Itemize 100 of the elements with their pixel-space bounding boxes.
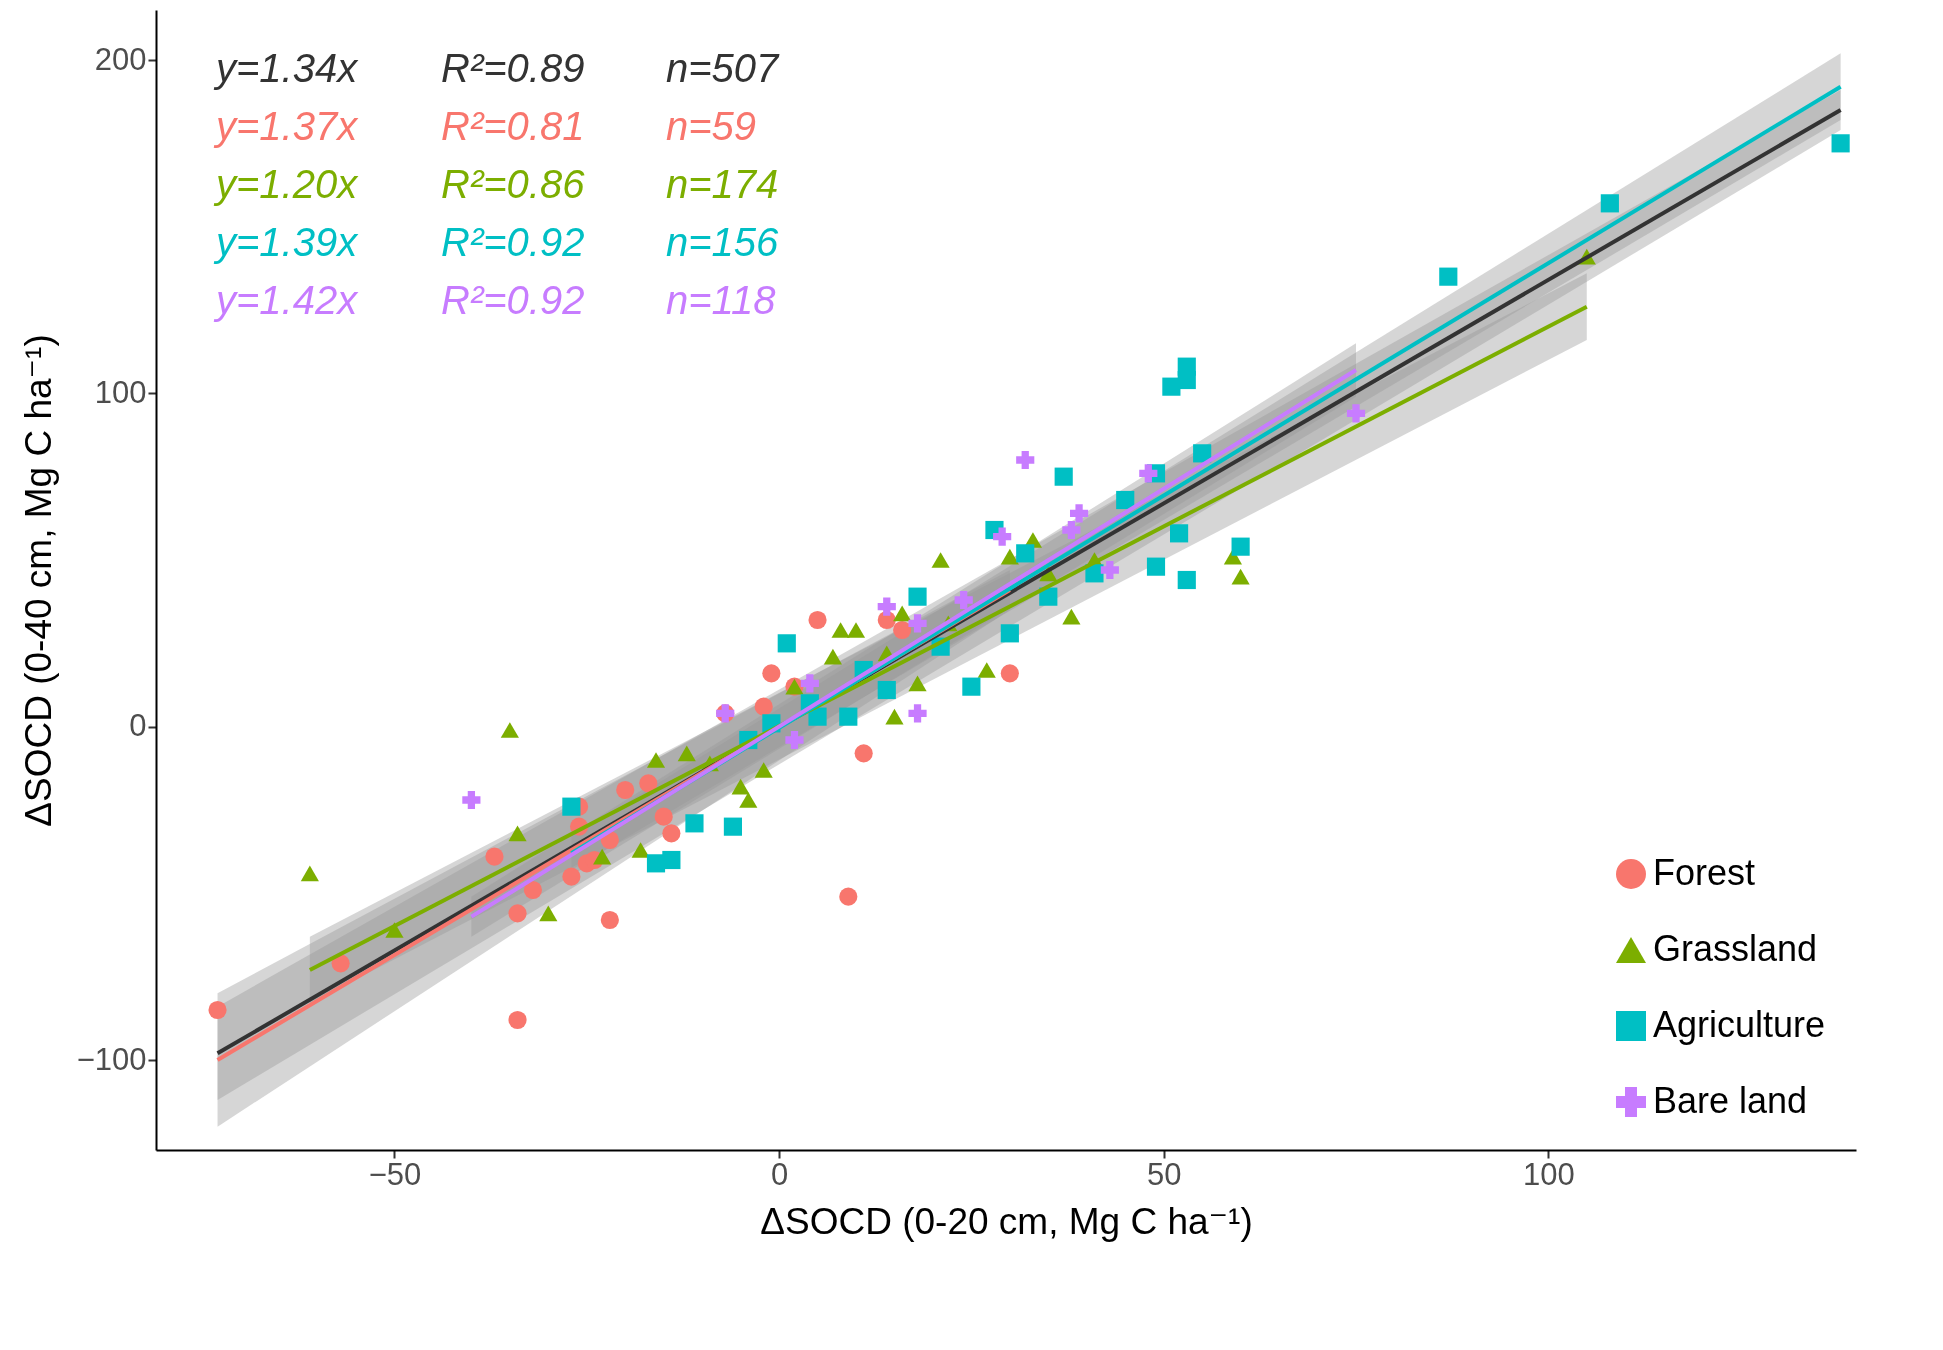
point [762, 664, 781, 683]
point [800, 674, 819, 693]
point [908, 675, 927, 692]
point [639, 774, 658, 793]
point [1000, 548, 1019, 565]
point [1139, 464, 1158, 483]
y-tick-label: 100 [94, 374, 147, 410]
annotation: y=1.37x [213, 104, 360, 148]
point [993, 527, 1012, 546]
point [1600, 194, 1619, 213]
x-tick-label: 0 [770, 1156, 789, 1192]
legend-label: Bare land [1653, 1080, 1808, 1121]
point [485, 847, 504, 866]
point [1346, 404, 1366, 423]
point [908, 704, 927, 723]
point [600, 910, 619, 930]
point [1116, 490, 1135, 510]
point [562, 797, 581, 816]
y-tick-label: −100 [76, 1041, 147, 1077]
point [208, 1000, 227, 1020]
point [500, 722, 519, 738]
point [893, 605, 912, 622]
point [685, 814, 704, 833]
point [777, 634, 796, 653]
annotation: n=507 [666, 46, 781, 90]
point [646, 752, 666, 768]
point [846, 622, 866, 638]
point [962, 677, 981, 696]
point [1016, 544, 1035, 563]
point [1100, 560, 1119, 580]
y-axis-title: ΔSOCD (0-40 cm, Mg C ha⁻¹) [17, 334, 59, 827]
annotation: n=174 [666, 162, 779, 206]
point [523, 880, 543, 900]
x-axis-title: ΔSOCD (0-20 cm, Mg C ha⁻¹) [760, 1200, 1253, 1242]
point [839, 707, 858, 726]
point [300, 865, 319, 882]
point [893, 620, 912, 640]
point [508, 1010, 527, 1030]
point [954, 590, 973, 610]
annotation: y=1.42x [213, 278, 360, 322]
annotation: R²=0.89 [441, 46, 585, 90]
annotation: R²=0.81 [441, 104, 585, 148]
point [677, 745, 696, 762]
point [908, 587, 927, 606]
y-tick-label: 200 [94, 41, 147, 77]
point [854, 744, 873, 763]
point [877, 680, 896, 700]
annotation: n=156 [666, 220, 780, 264]
point [1069, 504, 1089, 523]
point [1439, 267, 1458, 286]
point [1162, 377, 1181, 396]
legend-label: Agriculture [1653, 1004, 1826, 1045]
point [1000, 664, 1019, 683]
point [1146, 557, 1166, 576]
x-tick-label: 100 [1522, 1156, 1575, 1192]
point [1062, 520, 1081, 540]
point [1000, 624, 1019, 643]
point [739, 792, 758, 808]
point [808, 707, 827, 726]
point [731, 778, 750, 795]
point [562, 867, 581, 886]
point [662, 850, 681, 870]
annotation: y=1.39x [213, 220, 360, 264]
point [754, 762, 773, 778]
point [1177, 570, 1196, 590]
point [1231, 568, 1250, 585]
annotation: R²=0.92 [441, 278, 585, 322]
annotation: n=118 [666, 278, 777, 322]
x-tick-label: 50 [1146, 1156, 1182, 1192]
point [723, 817, 743, 836]
point [1177, 357, 1196, 376]
point [885, 708, 904, 725]
point [1231, 537, 1250, 556]
point [593, 848, 612, 865]
point [808, 610, 827, 630]
point [508, 825, 527, 842]
point [1054, 467, 1073, 486]
point [831, 622, 850, 638]
point [539, 905, 558, 922]
point [1831, 134, 1850, 153]
point [908, 614, 927, 633]
point [1193, 444, 1212, 463]
legend-label: Grassland [1653, 928, 1818, 969]
point [877, 597, 896, 616]
annotation: R²=0.86 [441, 162, 586, 206]
point [823, 648, 843, 665]
y-tick-label: 0 [129, 708, 147, 744]
point [931, 552, 950, 568]
annotation: y=1.20x [213, 162, 360, 206]
point [654, 807, 673, 826]
point [508, 904, 527, 923]
point [616, 780, 635, 800]
point [754, 697, 773, 716]
annotation: R²=0.92 [441, 220, 585, 264]
point [785, 730, 804, 750]
point [839, 887, 858, 906]
point [631, 842, 650, 858]
point [1062, 608, 1081, 625]
point [1016, 450, 1035, 470]
annotation: y=1.34x [213, 46, 360, 90]
